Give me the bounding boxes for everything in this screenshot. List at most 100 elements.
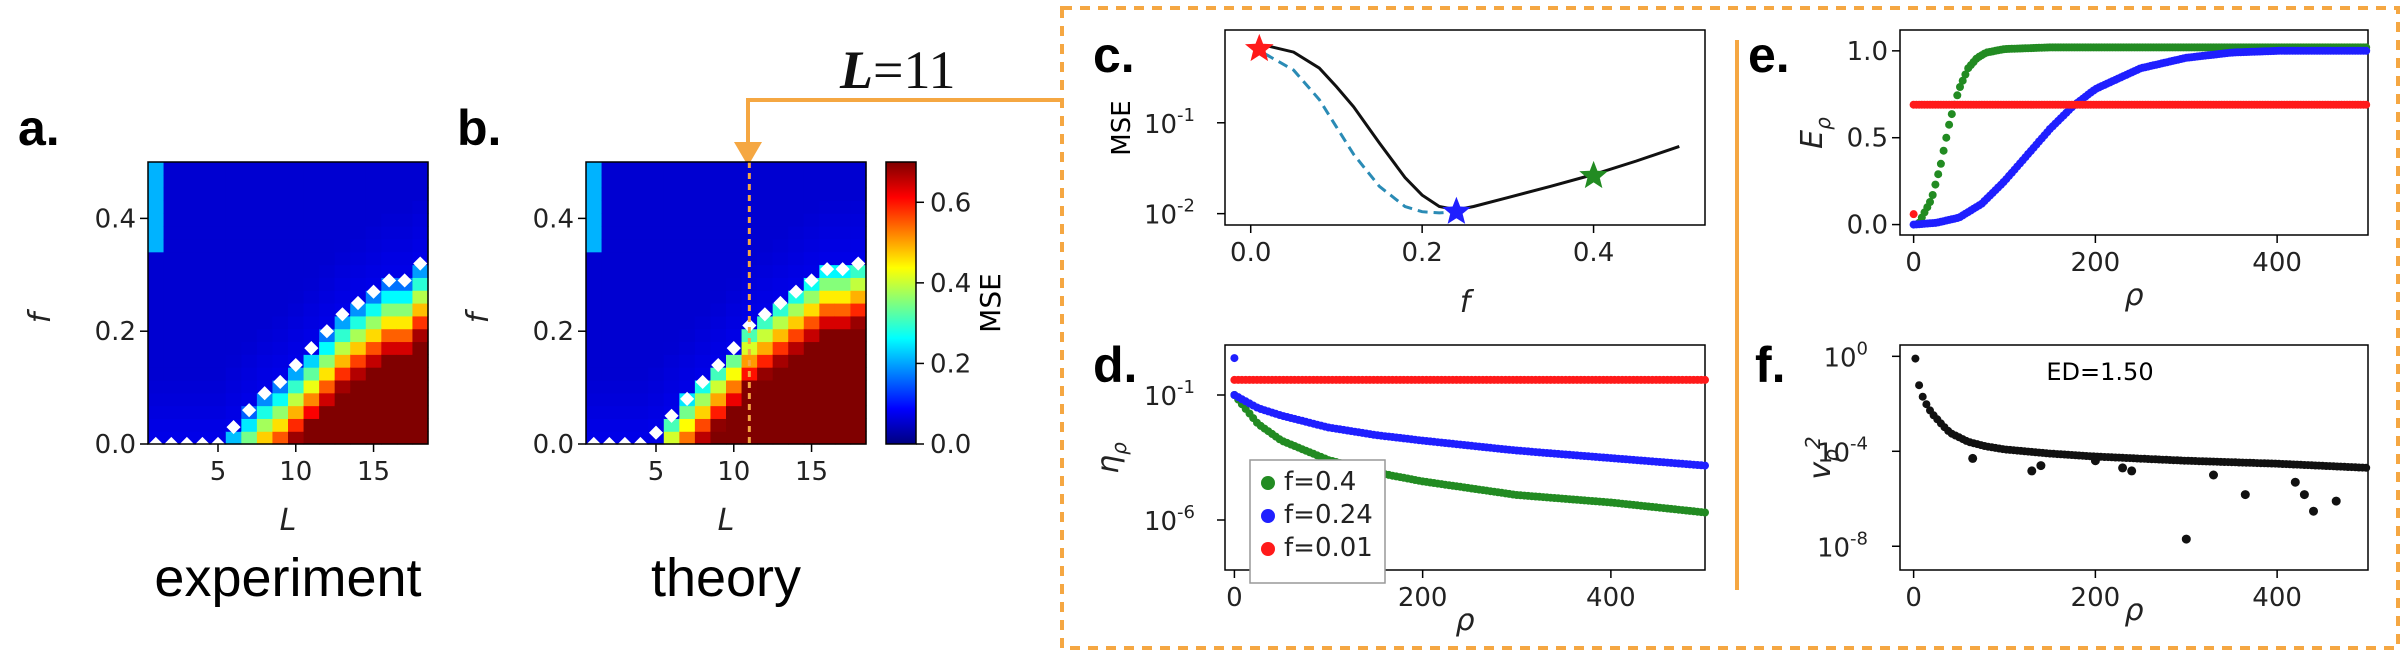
b-cell xyxy=(663,392,680,407)
a-cell xyxy=(148,341,165,355)
a-cell xyxy=(210,290,227,304)
a-cell xyxy=(241,162,258,176)
b-cell xyxy=(803,238,820,253)
a-cell xyxy=(412,226,429,240)
b-cell xyxy=(803,431,820,445)
a-cell xyxy=(381,431,398,445)
a-cell xyxy=(365,251,382,266)
a-xtick-label: 15 xyxy=(357,457,390,487)
b-cell xyxy=(788,431,805,445)
b-cell xyxy=(663,238,680,253)
b-cell xyxy=(694,303,712,317)
b-cell xyxy=(663,315,680,330)
b-cell xyxy=(757,162,774,176)
b-cell xyxy=(586,392,603,407)
b-cell xyxy=(663,264,680,278)
a-cell xyxy=(365,200,382,214)
a-cell xyxy=(210,315,227,330)
panel-e-ytick-label: 1.0 xyxy=(1847,37,1888,67)
panel-f-outlier-point xyxy=(1968,453,1978,463)
b-cell xyxy=(586,405,603,419)
b-cell xyxy=(757,367,774,381)
a-cell xyxy=(148,392,165,407)
b-cell xyxy=(663,354,680,368)
b-cell xyxy=(648,392,665,407)
b-boundary-point xyxy=(742,318,757,333)
panel-b-cells xyxy=(586,162,867,445)
a-cell xyxy=(334,315,351,330)
a-cell xyxy=(225,162,242,176)
panel-d-ylabel: ηρ xyxy=(1091,442,1131,474)
b-cell xyxy=(788,367,805,381)
panel-c-stars xyxy=(1245,33,1608,224)
a-cell xyxy=(303,213,320,227)
b-cell xyxy=(586,418,603,432)
a-cell xyxy=(303,379,320,394)
b-cell xyxy=(726,328,743,343)
b-cell xyxy=(834,303,852,317)
a-boundary-point xyxy=(273,374,288,390)
b-cell xyxy=(819,392,836,407)
b-cell xyxy=(694,226,712,240)
b-cell xyxy=(601,264,618,278)
a-cell xyxy=(319,238,336,253)
b-cell xyxy=(617,418,634,432)
panel-f-annotation: ED=1.50 xyxy=(2046,358,2153,386)
b-cell xyxy=(726,431,743,445)
colorbar-tick-label: 0.2 xyxy=(930,349,971,379)
a-cell xyxy=(319,213,336,227)
panel-b-ylabel: f xyxy=(461,308,496,323)
a-cell xyxy=(288,162,305,176)
a-cell xyxy=(210,379,227,394)
a-cell xyxy=(241,187,258,202)
b-cell xyxy=(757,418,774,432)
a-cell xyxy=(350,431,367,445)
b-cell xyxy=(679,162,696,176)
a-cell xyxy=(225,392,242,407)
a-cell xyxy=(412,290,429,304)
b-cell xyxy=(586,341,603,355)
a-cell xyxy=(179,277,196,291)
b-cell xyxy=(834,341,852,355)
a-cell xyxy=(412,174,429,189)
b-cell xyxy=(772,328,789,343)
b-xtick-label: 5 xyxy=(648,457,665,487)
b-cell xyxy=(617,213,634,227)
b-cell xyxy=(679,264,696,278)
a-ytick-label: 0.2 xyxy=(95,317,136,347)
b-cell xyxy=(710,341,727,355)
panel-f-outlier-point xyxy=(2127,466,2137,476)
b-cell xyxy=(663,367,680,381)
b-cell xyxy=(632,328,649,343)
b-cell xyxy=(741,405,758,419)
a-cell xyxy=(179,392,196,407)
b-cell xyxy=(586,200,603,214)
a-cell xyxy=(365,187,382,202)
b-cell xyxy=(757,392,774,407)
a-cell xyxy=(210,226,227,240)
caption-theory: theory xyxy=(651,548,801,608)
panel-e-point-green xyxy=(1931,180,1940,189)
b-cell xyxy=(679,418,696,432)
a-cell xyxy=(256,264,274,278)
a-cell xyxy=(303,226,320,240)
panel-d-point-red xyxy=(1701,375,1709,384)
b-cell xyxy=(648,367,665,381)
a-cell xyxy=(381,303,398,317)
a-cell xyxy=(241,277,258,291)
b-cell xyxy=(772,162,789,176)
a-cell xyxy=(210,162,227,176)
a-cell xyxy=(396,354,414,368)
a-cell xyxy=(288,379,305,394)
a-cell xyxy=(225,277,242,291)
a-cell xyxy=(412,315,429,330)
a-cell xyxy=(365,213,382,227)
a-cell xyxy=(303,251,320,266)
b-cell xyxy=(788,418,805,432)
panel-e-point-green xyxy=(1934,170,1943,179)
b-cell xyxy=(601,392,618,407)
b-cell xyxy=(601,354,618,368)
b-cell xyxy=(834,200,852,214)
a-cell xyxy=(381,290,398,304)
b-cell xyxy=(788,405,805,419)
